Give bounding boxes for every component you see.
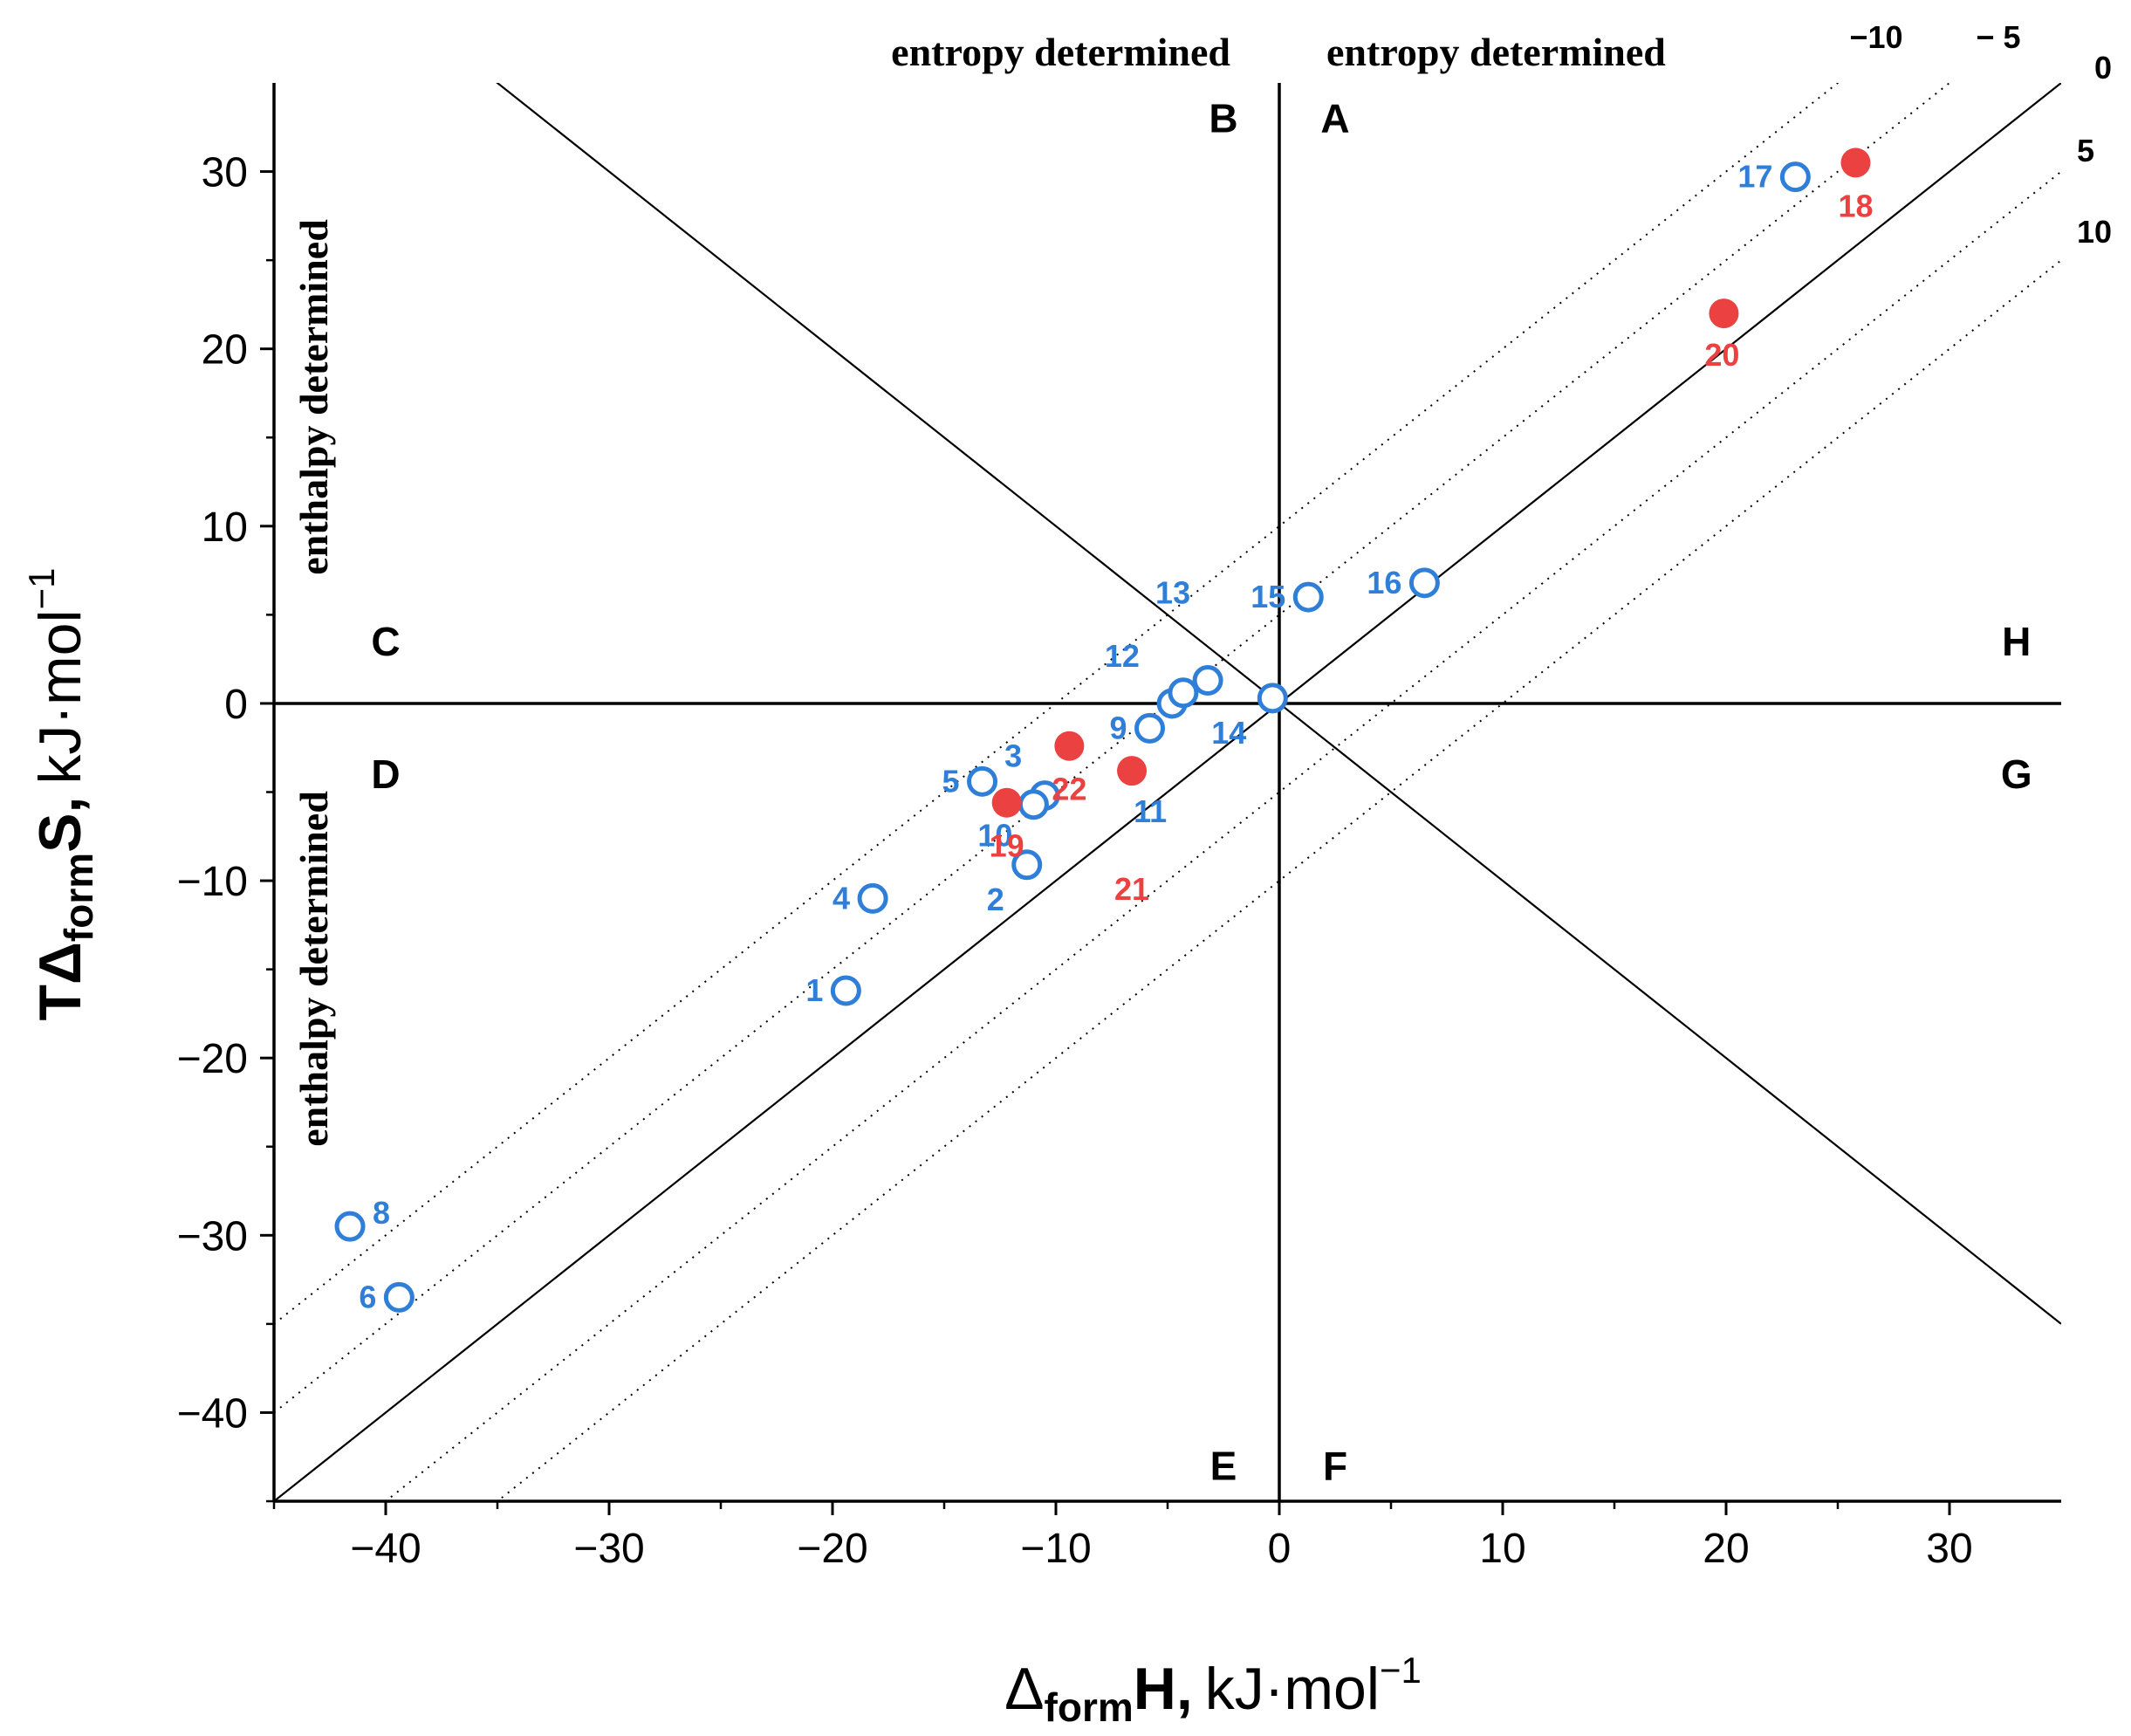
point-8 [334,1211,366,1242]
x-tick-label: 10 [1479,1526,1525,1572]
x-tick-label: −10 [1020,1526,1091,1572]
x-tick-label: 20 [1703,1526,1749,1572]
y-axis-title: TΔformS,kJ·mol−1 [21,567,101,1020]
point-label-6: 6 [359,1279,376,1314]
point-22 [1054,731,1085,761]
x-tick-label: 30 [1926,1526,1972,1572]
point-12 [1168,677,1199,709]
point-label-22: 22 [1052,772,1086,807]
point-1 [830,975,861,1006]
y-tick-label: 10 [202,504,248,551]
isoline [274,83,1840,1325]
point-label-13: 13 [1155,575,1190,611]
y-tick-label: −30 [177,1213,248,1259]
point-label-14: 14 [1211,715,1246,751]
y-tick-label: 30 [202,150,248,196]
quadrant-label: B [1209,96,1237,141]
point-21 [1117,756,1148,786]
point-19 [991,787,1022,818]
isoline-label: − 5 [1976,19,2020,55]
anti-diagonal [496,83,2061,1325]
point-label-20: 20 [1704,337,1739,373]
x-tick-label: 0 [1268,1526,1292,1572]
isoline [274,83,1951,1414]
isoline-label: −10 [1849,19,1902,55]
quadrant-label: H [2002,619,2031,664]
point-20 [1709,298,1739,329]
isoline [496,259,2061,1501]
point-label-3: 3 [1004,738,1022,774]
isoline [384,170,2061,1501]
point-5 [967,765,998,797]
point-label-2: 2 [987,882,1004,917]
point-17 [1779,161,1811,193]
axes: −40 −30 −20 −10 0 10 20 30 −40 −30 −20 −10 0 10 20 30 [177,83,2061,1572]
region-label-entropy-left: entropy determined [891,30,1230,74]
point-label-12: 12 [1105,638,1140,674]
point-13 [1192,665,1223,696]
quadrant-label: C [371,619,400,664]
quadrant-label: F [1323,1443,1347,1488]
quadrant-label: G [2001,751,2032,797]
point-label-17: 17 [1737,159,1772,195]
y-tick-label: −20 [177,1036,248,1082]
x-tick-label: −40 [350,1526,421,1572]
isoline-label: 0 [2094,50,2112,86]
point-2 [1011,849,1043,881]
point-label-21: 21 [1114,871,1149,907]
point-6 [383,1281,415,1313]
x-tick-label: −20 [797,1526,867,1572]
y-tick-label: 20 [202,327,248,374]
isoline-labels: −10 − 5 0 5 10 [1849,19,2112,250]
x-tick-label: −30 [573,1526,644,1572]
point-label-5: 5 [942,763,959,799]
point-4 [857,882,888,914]
point-label-4: 4 [833,880,850,916]
point-label-1: 1 [805,972,823,1008]
point-label-9: 9 [1109,710,1127,745]
isoline-label: 10 [2077,214,2112,250]
point-16 [1408,567,1440,599]
x-axis-title: ΔformH, kJ·mol−1 [1004,1650,1422,1730]
point-15 [1292,581,1324,613]
point-label-10: 10 [977,818,1012,854]
point-label-16: 16 [1367,565,1401,600]
point-18 [1840,148,1871,178]
point-label-18: 18 [1838,188,1873,223]
region-label-enthalpy-lower: enthalpy determined [291,791,336,1147]
quadrant-labels: A B C D E F G H [371,96,2032,1489]
point-label-15: 15 [1251,579,1285,614]
reference-lines [274,83,2061,1501]
y-tick-label: −10 [177,859,248,905]
region-label-enthalpy-upper: enthalpy determined [291,219,336,575]
y-tick-label: 0 [224,682,248,728]
y-tick-label: −40 [177,1390,248,1437]
quadrant-label: D [371,751,400,797]
quadrant-label: E [1210,1443,1237,1488]
isoline-label: 5 [2077,133,2094,168]
point-label-19: 19 [990,828,1024,864]
quadrant-label: A [1320,96,1349,141]
point-10 [1018,789,1049,820]
region-label-entropy-right: entropy determined [1326,30,1666,74]
point-label-8: 8 [373,1195,390,1231]
point-14 [1257,683,1288,714]
region-labels: entropy determined entropy determined en… [291,30,1666,1147]
point-9 [1134,712,1166,744]
point-label-11: 11 [1134,793,1167,829]
isoline [274,83,2061,1501]
